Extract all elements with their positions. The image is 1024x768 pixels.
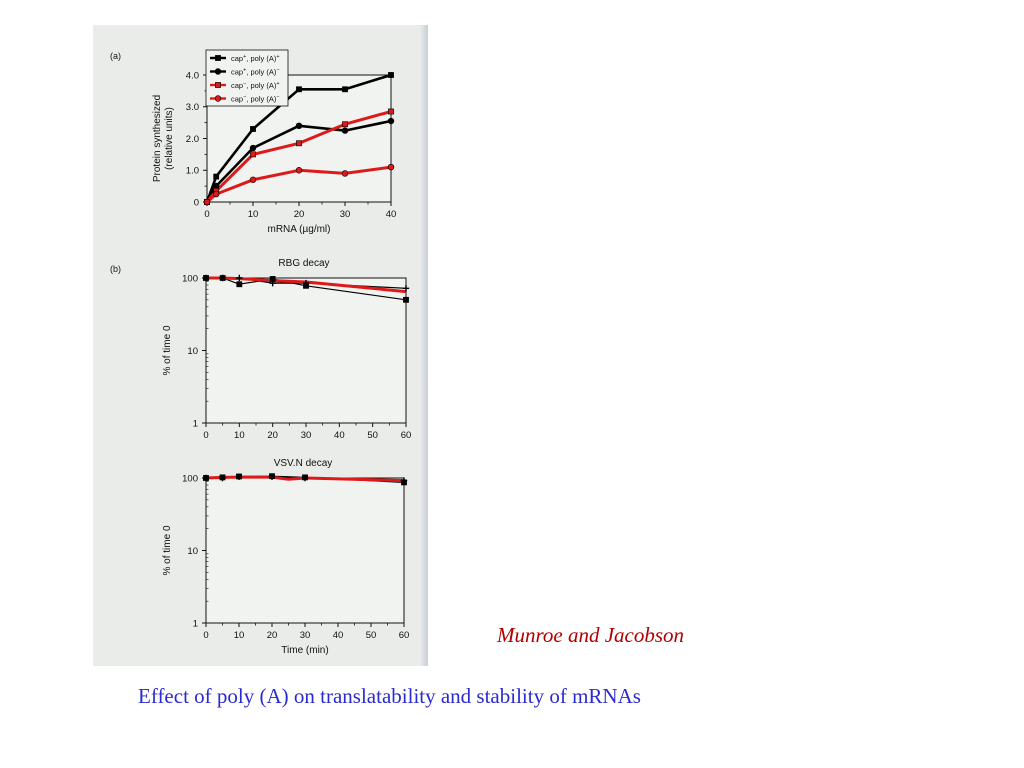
y-tick-label: 1.0 [186,166,199,177]
legend-swatch-marker [215,82,221,88]
data-point [250,151,256,158]
data-point [235,473,243,480]
legend-swatch-marker [215,55,221,61]
x-tick-label: 0 [204,209,209,220]
x-tick-label: 20 [294,209,305,220]
slide-caption: Effect of poly (A) on translatability an… [138,684,641,708]
figure-image: 0 10 20 30 40 0 1.0 2.0 3.0 4.0 (a) mRNA (µg/ml) Pro… [93,25,428,666]
data-point [301,474,309,482]
data-point [269,279,276,287]
data-point [202,474,210,482]
data-point [388,108,394,115]
data-point [342,86,348,93]
data-point [268,473,276,480]
data-point [296,140,302,147]
data-point [403,296,409,303]
data-point [387,163,395,171]
y-tick-label: 3.0 [186,102,199,113]
x-tick-label: 30 [340,209,351,220]
data-point [295,122,303,130]
data-point [213,173,220,180]
x-axis-label: Time (min) [281,645,328,656]
series-line [205,73,392,203]
data-point [219,274,226,282]
data-point [402,285,410,292]
x-tick-label: 0 [203,430,208,441]
legend-label: cap−, poly (A)+ [231,81,280,90]
data-point [296,86,302,93]
y-axis-label: (relative units) [164,107,175,170]
legend-label: cap+, poly (A)− [231,68,280,77]
y-tick-label: 100 [182,473,198,484]
y-tick-label: 1 [193,418,198,429]
x-tick-label: 30 [300,630,311,641]
x-tick-label: 10 [234,630,245,641]
x-tick-label: 30 [301,430,312,441]
data-point [236,274,243,282]
x-tick-label: 60 [399,630,410,641]
data-point [400,477,408,484]
legend-label: cap+, poly (A)+ [231,54,280,63]
legend-swatch-marker [214,68,222,75]
panel-label: (a) [110,51,121,61]
x-tick-label: 0 [203,630,208,641]
data-point [388,72,394,78]
y-tick-label: 10 [187,346,198,357]
legend-label: cap−, poly (A)− [231,95,280,104]
page-edge-shadow [420,25,428,666]
y-tick-label: 100 [182,273,198,284]
y-axis-label: Protein synthesized [152,95,163,182]
plot-frame [205,277,407,424]
x-tick-label: 60 [401,430,412,441]
y-tick-label: 10 [187,546,198,557]
y-tick-label: 4.0 [186,70,199,81]
author-credit: Munroe and Jacobson [497,623,685,647]
data-point [212,190,220,198]
y-tick-label: 0 [194,197,199,208]
y-axis-label: % of time 0 [162,525,173,575]
data-point [302,279,310,287]
data-point [295,167,303,174]
plot-frame [205,477,405,624]
x-tick-label: 20 [267,630,278,641]
x-tick-label: 50 [366,630,377,641]
y-axis-label: % of time 0 [162,325,173,375]
x-tick-label: 20 [267,430,278,441]
data-point [249,176,257,183]
data-point [387,117,395,125]
x-tick-label: 40 [386,209,397,220]
legend-swatch-marker [214,95,222,102]
x-axis-label: mRNA (µg/ml) [268,224,331,235]
data-point [341,170,349,177]
x-tick-label: 50 [367,430,378,441]
x-tick-label: 10 [248,209,259,220]
data-point [202,274,210,282]
data-point [341,127,349,134]
panel-label: (b) [110,264,121,274]
chart-title: RBG decay [278,258,329,269]
data-point [219,474,226,482]
chart-title: VSV.N decay [274,458,333,469]
data-point [203,198,211,206]
data-point [250,126,256,132]
y-tick-label: 1 [193,618,198,629]
data-point [342,121,348,128]
x-tick-label: 10 [234,430,245,441]
data-point [249,144,257,152]
data-point [236,281,243,288]
x-tick-label: 40 [334,430,345,441]
x-tick-label: 40 [333,630,344,641]
y-tick-label: 2.0 [186,134,199,145]
